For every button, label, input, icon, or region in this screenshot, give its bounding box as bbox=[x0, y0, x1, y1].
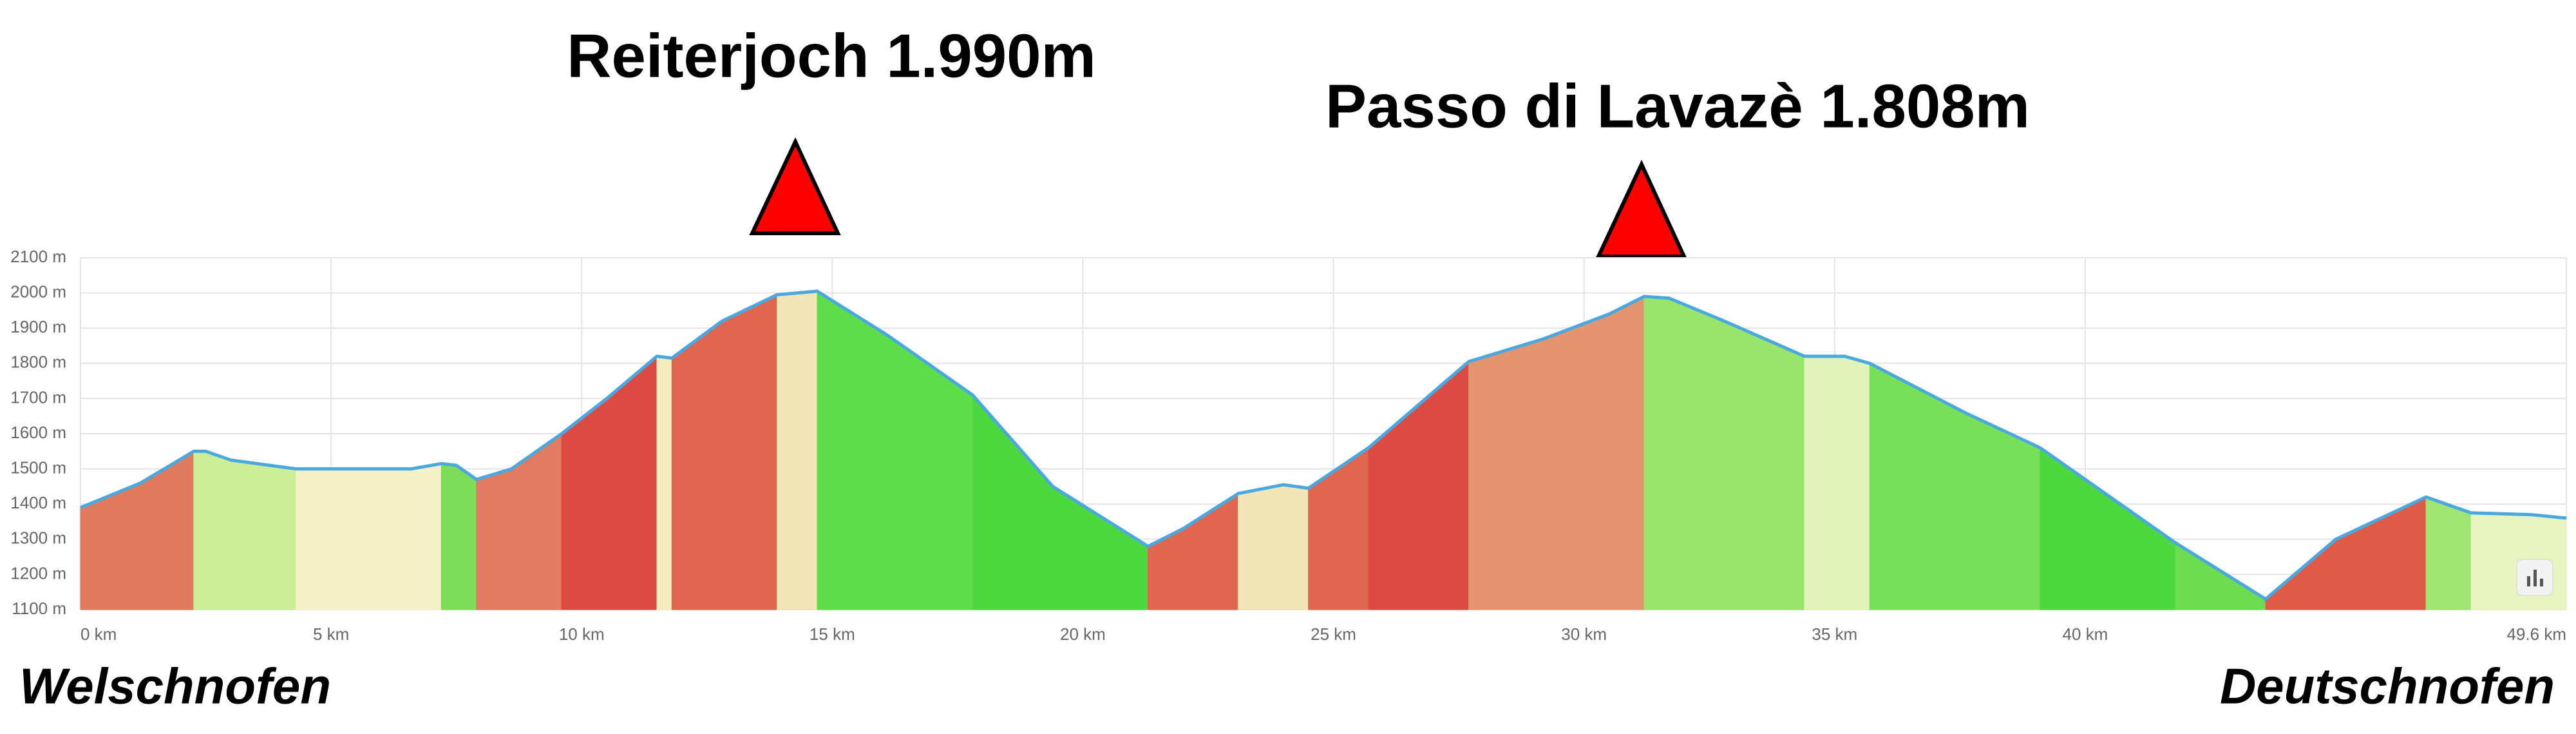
elevation-segment bbox=[1609, 296, 1645, 610]
y-tick-label: 2000 m bbox=[10, 282, 66, 301]
elevation-segment bbox=[80, 482, 141, 610]
pass-annotation: Passo di Lavazè 1.808m bbox=[1325, 72, 2030, 140]
elevation-segment bbox=[1724, 320, 1805, 610]
x-tick-label: 5 km bbox=[313, 624, 349, 644]
elevation-segment bbox=[411, 463, 442, 610]
y-tick-label: 1500 m bbox=[10, 458, 66, 477]
x-tick-label: 40 km bbox=[2062, 624, 2108, 644]
x-tick-label: 15 km bbox=[810, 624, 855, 644]
elevation-segment bbox=[777, 291, 818, 610]
elevation-segment bbox=[1844, 356, 1870, 610]
x-tick-label: 0 km bbox=[80, 624, 117, 644]
elevation-segment bbox=[817, 290, 888, 610]
plot-area: 1100 m 1200 m 1300 m 1400 m 1500 m 1600 m 1700… bbox=[10, 247, 2567, 644]
elevation-segment bbox=[1052, 485, 1149, 610]
y-tick-label: 1600 m bbox=[10, 423, 66, 442]
elevation-segment bbox=[296, 468, 412, 610]
elevation-segment bbox=[476, 468, 512, 610]
elevation-segment bbox=[2335, 496, 2427, 610]
elevation-segment bbox=[1283, 484, 1309, 610]
elevation-segment bbox=[1869, 362, 1965, 610]
elevation-segment bbox=[1238, 484, 1284, 610]
elevation-segment bbox=[205, 450, 231, 610]
x-tick-label: 49.6 km bbox=[2507, 624, 2567, 644]
x-tick-label: 10 km bbox=[559, 624, 605, 644]
y-tick-label: 1100 m bbox=[12, 599, 66, 618]
elevation-segment bbox=[440, 463, 457, 610]
elevation-segment bbox=[456, 465, 477, 610]
elevation-segment bbox=[887, 334, 973, 610]
pass-marker bbox=[749, 137, 841, 235]
x-tick-label: 35 km bbox=[1812, 624, 1857, 644]
elevation-segment bbox=[511, 433, 562, 610]
start-place: Welschnofen bbox=[19, 658, 331, 715]
pass-marker bbox=[1595, 159, 1687, 258]
y-tick-label: 1300 m bbox=[10, 528, 66, 548]
elevation-line bbox=[80, 289, 2567, 601]
elevation-segment bbox=[1468, 338, 1544, 610]
elevation-segment bbox=[1669, 298, 1725, 610]
elevation-segment bbox=[1543, 313, 1610, 610]
elevation-segment bbox=[721, 294, 778, 610]
elevation-segment bbox=[1804, 356, 1845, 610]
elevation-segment bbox=[140, 450, 194, 610]
elevation-segment bbox=[1148, 528, 1184, 610]
y-tick-label: 1200 m bbox=[10, 563, 66, 583]
elevation-segment bbox=[1643, 296, 1670, 610]
elevation-segment bbox=[671, 320, 723, 610]
pass-annotation: Reiterjoch 1.990m bbox=[567, 21, 1096, 90]
y-tick-label: 1700 m bbox=[10, 387, 66, 407]
x-tick-label: 25 km bbox=[1311, 624, 1356, 644]
x-tick-label: 30 km bbox=[1561, 624, 1607, 644]
end-place: Deutschnofen bbox=[2220, 658, 2555, 715]
elevation-segment bbox=[972, 394, 1054, 610]
chart-icon[interactable] bbox=[2516, 559, 2553, 596]
elevation-segment bbox=[2425, 496, 2472, 610]
y-tick-label: 1800 m bbox=[10, 353, 66, 372]
elevation-segment bbox=[1308, 447, 1369, 610]
elevation-segment bbox=[656, 356, 672, 610]
y-tick-label: 2100 m bbox=[10, 247, 66, 266]
y-tick-label: 1900 m bbox=[10, 317, 66, 336]
elevation-segment bbox=[230, 459, 297, 610]
elevation-segment bbox=[606, 355, 658, 610]
elevation-segment bbox=[193, 450, 207, 610]
y-tick-label: 1400 m bbox=[10, 493, 66, 512]
x-tick-label: 20 km bbox=[1060, 624, 1106, 644]
